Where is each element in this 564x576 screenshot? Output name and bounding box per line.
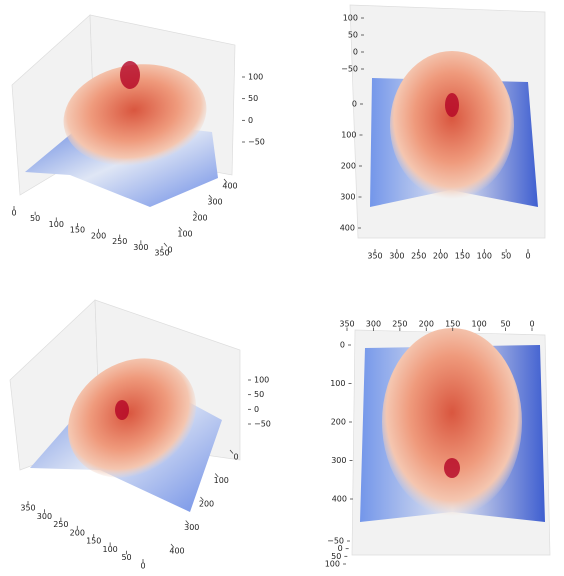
y-tick-label: 200 bbox=[199, 500, 214, 509]
tick-mark bbox=[185, 520, 190, 525]
y-tick-label: 100 bbox=[214, 476, 229, 485]
x-tick-label: 300 bbox=[37, 512, 52, 521]
y-tick-label: 300 bbox=[207, 198, 222, 207]
x-tick-label: 300 bbox=[366, 320, 381, 329]
x-tick-label: 200 bbox=[91, 231, 106, 240]
y-tick-label: 400 bbox=[340, 224, 355, 233]
z-tick-label: 0 bbox=[248, 116, 253, 125]
tick-mark bbox=[229, 449, 234, 454]
x-tick-label: 350 bbox=[367, 252, 382, 261]
x-tick-label: 50 bbox=[30, 214, 40, 223]
x-tick-label: 50 bbox=[500, 320, 510, 329]
x-tick-label: 350 bbox=[20, 504, 35, 513]
x-tick-label: 300 bbox=[389, 252, 404, 261]
x-tick-label: 300 bbox=[133, 243, 148, 252]
tick-mark bbox=[208, 194, 213, 199]
tick-mark bbox=[163, 242, 168, 247]
z-tick-label: 0 bbox=[254, 405, 259, 414]
y-tick-label: 400 bbox=[169, 547, 184, 556]
x-tick-label: 350 bbox=[339, 320, 354, 329]
x-tick-label: 250 bbox=[53, 520, 68, 529]
z-tick-label: 50 bbox=[348, 31, 358, 40]
z-tick-label: 0 bbox=[338, 544, 343, 553]
y-tick-label: 200 bbox=[192, 214, 207, 223]
x-tick-label: 0 bbox=[525, 252, 530, 261]
x-tick-label: 200 bbox=[70, 528, 85, 537]
x-tick-label: 250 bbox=[112, 237, 127, 246]
y-tick-label: 200 bbox=[331, 418, 346, 427]
x-tick-label: 50 bbox=[121, 553, 131, 562]
x-tick-label: 200 bbox=[419, 320, 434, 329]
z-tick-label: 50 bbox=[331, 552, 341, 561]
z-tick-label: 0 bbox=[353, 48, 358, 57]
x-tick-label: 0 bbox=[11, 209, 16, 218]
z-tick-label: −50 bbox=[254, 420, 271, 429]
z-tick-label: −50 bbox=[341, 65, 358, 74]
z-tick-label: 50 bbox=[254, 390, 264, 399]
x-tick-label: 100 bbox=[472, 320, 487, 329]
x-tick-label: 150 bbox=[86, 537, 101, 546]
y-tick-label: 400 bbox=[222, 182, 237, 191]
y-tick-label: 0 bbox=[352, 100, 357, 109]
x-tick-label: 100 bbox=[103, 545, 118, 554]
y-tick-label: 300 bbox=[184, 523, 199, 532]
y-tick-label: 300 bbox=[331, 456, 346, 465]
y-tick-label: 200 bbox=[341, 162, 356, 171]
y-tick-label: 100 bbox=[177, 230, 192, 239]
x-tick-label: 250 bbox=[392, 320, 407, 329]
z-tick-label: 100 bbox=[254, 376, 269, 385]
surfaces bbox=[25, 51, 545, 522]
tick-mark bbox=[200, 496, 204, 501]
y-tick-label: 0 bbox=[340, 341, 345, 350]
x-tick-label: 0 bbox=[140, 562, 145, 571]
x-tick-label: 100 bbox=[49, 220, 64, 229]
x-tick-label: 50 bbox=[501, 252, 511, 261]
z-tick-label: 100 bbox=[343, 14, 358, 23]
y-tick-label: 0 bbox=[167, 246, 172, 255]
x-tick-label: 0 bbox=[529, 320, 534, 329]
z-tick-label: 50 bbox=[248, 94, 258, 103]
x-tick-label: 200 bbox=[433, 252, 448, 261]
x-tick-label: 100 bbox=[477, 252, 492, 261]
tick-mark bbox=[193, 210, 198, 215]
y-tick-label: 300 bbox=[340, 193, 355, 202]
x-tick-label: 150 bbox=[455, 252, 470, 261]
tick-mark bbox=[214, 473, 219, 478]
y-tick-label: 0 bbox=[233, 453, 238, 462]
z-tick-label: 100 bbox=[248, 73, 263, 82]
y-tick-label: 100 bbox=[341, 131, 356, 140]
x-tick-label: 150 bbox=[70, 226, 85, 235]
tick-mark bbox=[223, 178, 228, 183]
x-tick-label: 150 bbox=[445, 320, 460, 329]
x-tick-label: 350 bbox=[154, 249, 169, 258]
x-tick-label: 250 bbox=[411, 252, 426, 261]
z-tick-label: −50 bbox=[248, 138, 265, 147]
tick-mark bbox=[178, 226, 183, 231]
y-tick-label: 100 bbox=[330, 379, 345, 388]
tick-mark bbox=[170, 543, 175, 548]
z-tick-label: −50 bbox=[327, 537, 344, 546]
y-tick-label: 400 bbox=[332, 495, 347, 504]
z-tick-label: 100 bbox=[325, 560, 340, 569]
